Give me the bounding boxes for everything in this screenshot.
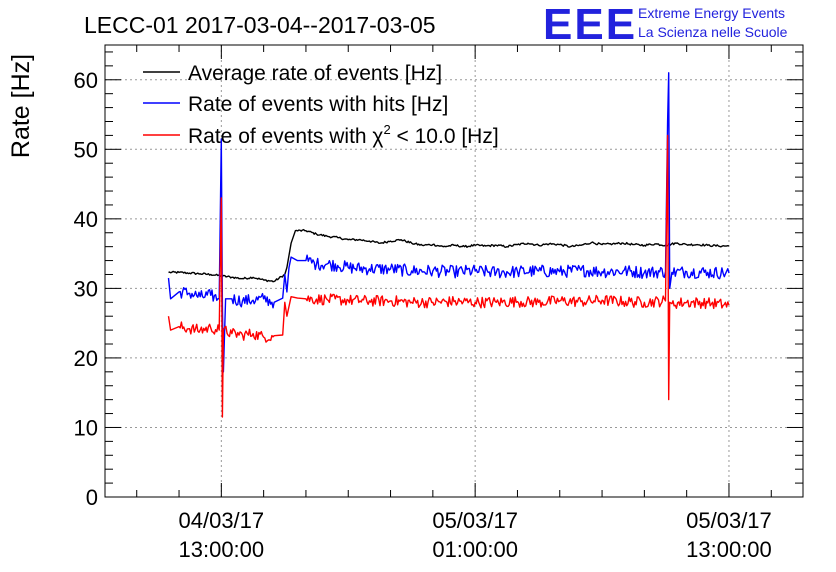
y-tick-label: 40 <box>74 207 98 232</box>
x-tick-label-time: 01:00:00 <box>432 537 518 562</box>
x-tick-label-date: 05/03/17 <box>686 508 772 533</box>
y-tick-label: 0 <box>86 485 98 510</box>
chart-title: LECC-01 2017-03-04--2017-03-05 <box>84 12 436 38</box>
x-tick-label-date: 04/03/17 <box>179 508 265 533</box>
legend-label-chi2-prefix: Rate of events with χ <box>188 125 383 148</box>
y-axis-label: Rate [Hz] <box>7 54 35 158</box>
legend-label-chi2: Rate of events with χ2 < 10.0 [Hz] <box>188 122 499 148</box>
axis-ticks: 0 10 20 30 40 50 60 04/03/17 13:00:00 05/03/17 01:… <box>74 45 803 562</box>
legend-label-chi2-suffix: < 10.0 [Hz] <box>391 125 499 148</box>
org-name-line2: La Scienza nelle Scuole <box>638 24 788 40</box>
x-tick-label-time: 13:00:00 <box>686 537 772 562</box>
series-group <box>167 72 730 418</box>
eee-logo: EEE <box>543 0 637 49</box>
series-line-hits <box>167 72 730 373</box>
legend-label-chi2-sup: 2 <box>383 122 390 137</box>
y-tick-label: 50 <box>74 137 98 162</box>
plot-frame <box>104 44 804 498</box>
y-tick-label: 30 <box>74 276 98 301</box>
y-tick-label: 10 <box>74 415 98 440</box>
legend-label-average: Average rate of events [Hz] <box>188 62 442 85</box>
y-tick-label: 60 <box>74 68 98 93</box>
x-tick-label-time: 13:00:00 <box>179 537 265 562</box>
y-tick-label: 20 <box>74 346 98 371</box>
legend: Average rate of events [Hz] Rate of even… <box>143 62 499 148</box>
legend-label-hits: Rate of events with hits [Hz] <box>188 93 448 116</box>
org-name-line1: Extreme Energy Events <box>638 5 785 21</box>
x-tick-label-date: 05/03/17 <box>432 508 518 533</box>
series-line-chi2 <box>167 134 730 418</box>
series-line-average <box>168 228 730 283</box>
